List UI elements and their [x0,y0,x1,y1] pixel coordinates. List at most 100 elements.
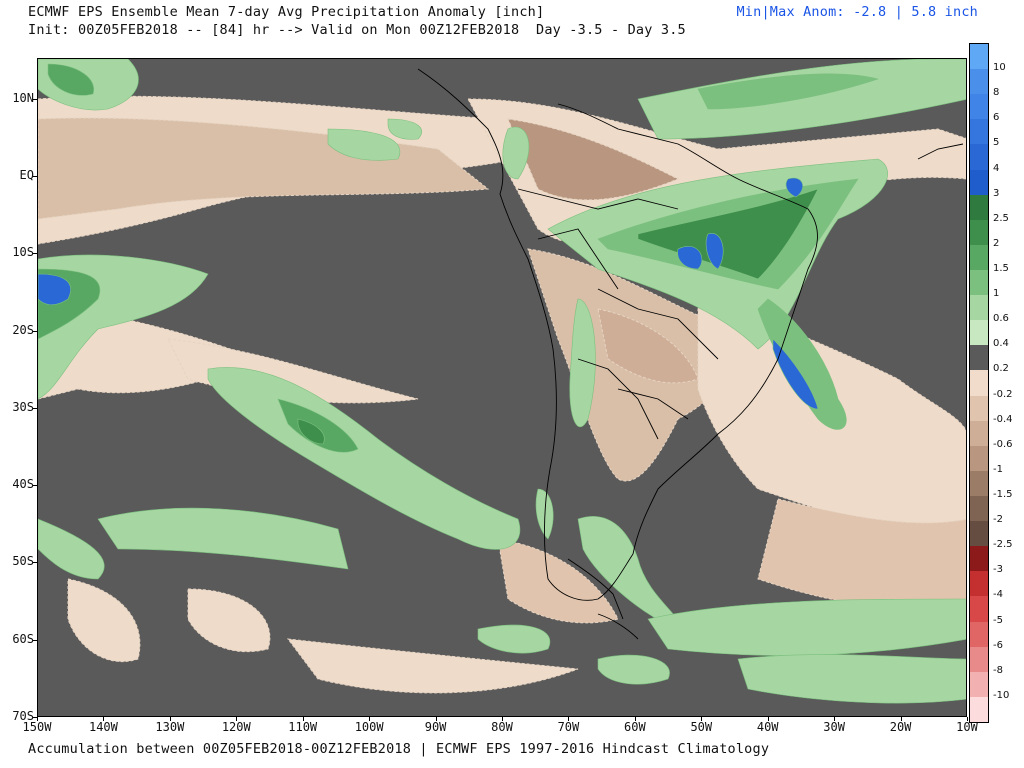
colorbar-swatch [970,94,988,120]
colorbar-level-label: -2.5 [993,539,1013,551]
latitude-tick [33,562,37,564]
precipitation-anomaly-map [37,58,967,717]
longitude-label: 30W [823,720,845,734]
latitude-tick [33,639,37,641]
colorbar-swatch [970,470,988,497]
longitude-label: 100W [354,720,384,734]
latitude-label: 10N [12,90,34,105]
colorbar-level-label: 0.6 [993,313,1009,325]
latitude-tick [33,407,37,409]
longitude-tick [103,717,105,721]
colorbar-legend [969,43,989,723]
latitude-label: EQ [19,168,34,183]
colorbar-swatch [970,546,988,572]
longitude-tick [701,717,703,721]
longitude-label: 60W [624,720,646,734]
coastlines-borders [417,68,964,640]
colorbar-level-label: -3 [993,564,1003,576]
colorbar-level-label: -0.2 [993,388,1013,400]
longitude-tick [967,717,968,721]
colorbar-swatch [970,395,988,422]
longitude-tick [502,717,503,721]
colorbar-level-label: 8 [993,87,1000,99]
longitude-tick [900,717,902,721]
colorbar-level-label: -2 [993,514,1003,526]
longitude-tick [767,717,769,721]
colorbar-swatch [970,420,988,447]
latitude-label: 70S [12,709,34,723]
colorbar-swatch [970,69,988,95]
colorbar-level-label: 1.5 [993,263,1009,274]
latitude-label: 60S [12,631,34,646]
longitude-label: 110W [288,720,318,734]
colorbar-level-label: 10 [993,62,1006,74]
colorbar-swatch [970,621,988,648]
map-footer-accumulation-info: Accumulation between 00Z05FEB2018-00Z12F… [28,741,770,757]
longitude-label: 90W [424,720,447,734]
colorbar-swatch [970,144,988,171]
colorbar-swatch [970,44,988,70]
longitude-tick [369,717,371,721]
colorbar-level-label: 2.5 [993,212,1009,224]
colorbar-swatch [970,219,988,246]
longitude-tick [568,717,570,721]
colorbar-swatch [970,496,988,522]
colorbar-swatch [970,445,988,472]
longitude-tick [302,717,304,721]
colorbar-swatch [970,295,988,321]
longitude-tick [236,717,238,721]
latitude-label: 20S [12,322,34,337]
latitude-tick [33,176,37,178]
colorbar-swatch [970,119,988,145]
colorbar-swatch [970,345,988,371]
latitude-tick [33,253,37,255]
colorbar-level-label: -6 [993,639,1003,651]
colorbar-swatch [970,194,988,221]
colorbar-swatch [970,169,988,196]
colorbar-level-label: -5 [993,614,1003,626]
latitude-label: 30S [12,399,34,414]
latitude-label: 10S [12,245,34,260]
longitude-label: 150W [22,720,52,734]
longitude-label: 70W [557,720,580,734]
colorbar-level-label: 6 [993,112,1000,124]
colorbar-swatch [970,571,988,597]
colorbar-level-label: 1 [993,288,1000,300]
colorbar-level-label: 5 [993,137,1000,149]
colorbar-swatch [970,596,988,623]
colorbar-level-label: -4 [993,589,1003,601]
colorbar-swatch [970,320,988,346]
longitude-tick [435,717,437,721]
latitude-label: 50S [12,554,34,569]
latitude-tick [33,485,37,487]
longitude-label: 140W [88,720,118,734]
map-canvas [38,59,966,716]
colorbar-level-label: -1 [993,463,1003,475]
longitude-label: 130W [155,720,185,734]
latitude-label: 40S [12,477,34,492]
latitude-tick [33,717,37,718]
colorbar-level-label: -8 [993,664,1003,676]
colorbar-swatch [970,646,988,673]
longitude-tick [169,717,171,721]
colorbar-swatch [970,244,988,271]
longitude-label: 20W [889,720,912,734]
colorbar-level-label: 4 [993,162,1000,174]
colorbar-level-label: -10 [993,689,1010,701]
colorbar-level-label: 0.4 [993,338,1009,350]
colorbar-swatch [970,270,988,296]
min-max-anomaly-readout: Min|Max Anom: -2.8 | 5.8 inch [736,4,978,20]
colorbar-level-label: -0.4 [993,413,1013,425]
longitude-label: 80W [491,720,513,734]
colorbar-swatch [970,696,988,723]
colorbar-swatch [970,671,988,698]
colorbar-swatch [970,521,988,547]
latitude-tick [33,98,37,100]
colorbar-level-label: 0.2 [993,363,1009,375]
colorbar-level-label: 3 [993,187,1000,199]
colorbar-level-label: 2 [993,237,1000,249]
longitude-tick [634,717,636,721]
colorbar-swatch [970,370,988,397]
map-subtitle-valid-time: Init: 00Z05FEB2018 -- [84] hr --> Valid … [28,22,686,38]
longitude-label: 10W [956,720,978,734]
